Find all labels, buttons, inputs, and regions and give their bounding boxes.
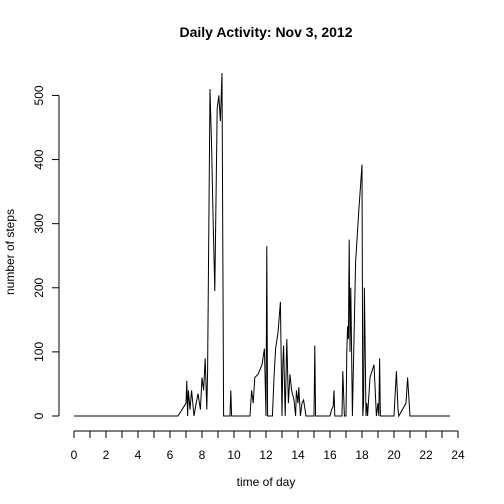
x-tick-label: 24 xyxy=(451,448,465,462)
y-tick-label: 100 xyxy=(32,342,46,362)
x-axis: 0 2 4 6 8 10 12 14 16 18 20 22 24 xyxy=(71,430,465,462)
x-tick-label: 10 xyxy=(227,448,241,462)
x-tick-label: 22 xyxy=(419,448,433,462)
x-tick-label: 12 xyxy=(259,448,273,462)
x-tick-label: 4 xyxy=(135,448,142,462)
x-tick-label: 0 xyxy=(71,448,78,462)
y-axis: 0 100 200 300 400 500 xyxy=(32,85,60,419)
y-tick-label: 400 xyxy=(32,149,46,169)
y-tick-label: 200 xyxy=(32,277,46,297)
x-tick-label: 18 xyxy=(355,448,369,462)
x-tick-label: 6 xyxy=(167,448,174,462)
x-tick-label: 2 xyxy=(103,448,110,462)
x-tick-label: 14 xyxy=(291,448,305,462)
y-tick-label: 300 xyxy=(32,213,46,233)
series-group xyxy=(74,72,450,418)
y-axis-label: number of steps xyxy=(3,209,17,295)
x-tick-label: 16 xyxy=(323,448,337,462)
series-line xyxy=(74,72,450,418)
x-tick-label: 20 xyxy=(387,448,401,462)
x-axis-label: time of day xyxy=(237,475,296,489)
y-tick-label: 0 xyxy=(32,412,46,419)
y-tick-label: 500 xyxy=(32,85,46,105)
x-tick-label: 8 xyxy=(199,448,206,462)
chart-title: Daily Activity: Nov 3, 2012 xyxy=(179,24,352,40)
